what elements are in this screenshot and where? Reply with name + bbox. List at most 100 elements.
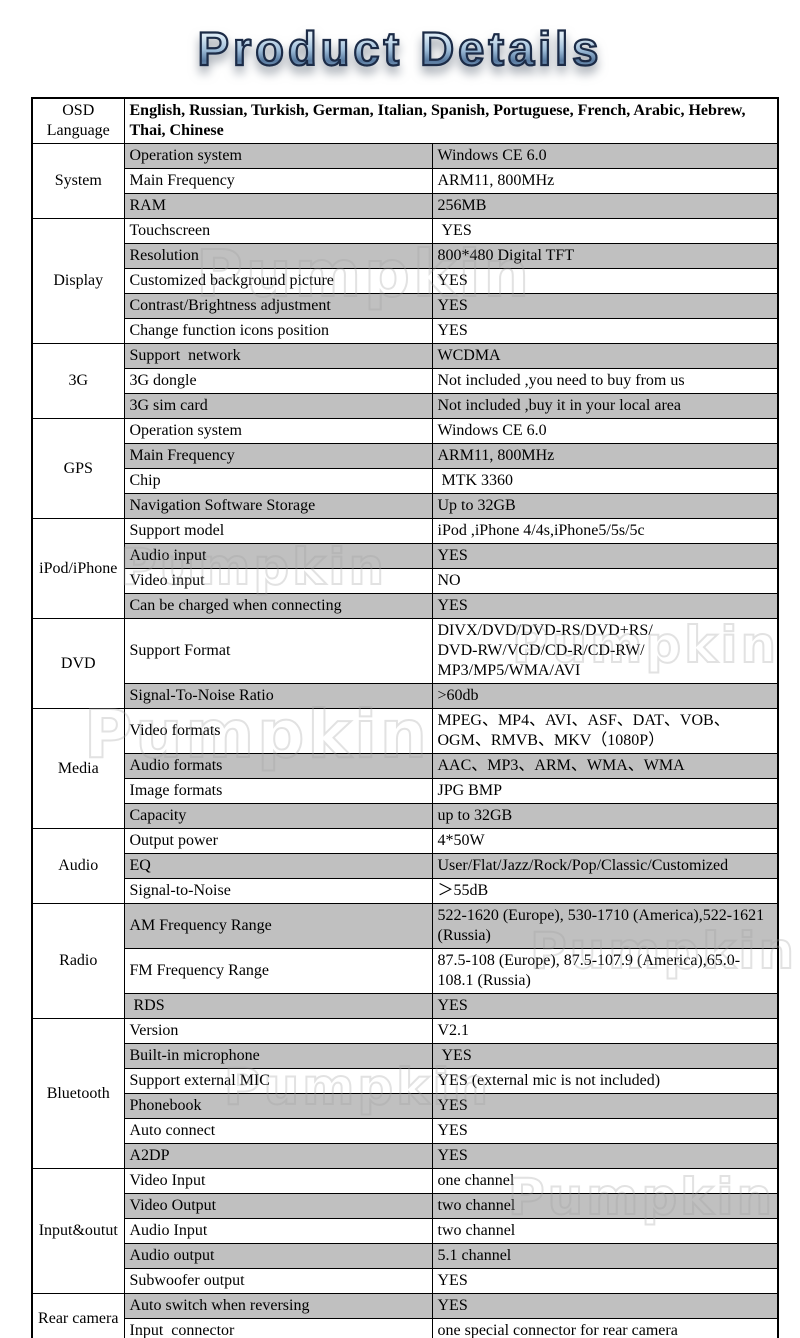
spec-value-cell: MPEG、MP4、AVI、ASF、DAT、VOB、OGM、RMVB、MKV（10… (431, 708, 779, 755)
spec-label-cell: Image formats (123, 778, 433, 805)
spec-value-cell: 256MB (431, 193, 779, 220)
table-row: 3G dongle Not included ,you need to buy f… (32, 368, 779, 395)
table-row: 3G sim card Not included ,buy it in your … (32, 393, 779, 420)
table-row: Navigation Software Storage Up to 32GB (32, 493, 779, 520)
table-row: Audio formats AAC、MP3、ARM、WMA、WMA (32, 753, 779, 780)
spec-value-cell: ARM11, 800MHz (431, 168, 779, 195)
category-cell: GPS (31, 418, 125, 520)
spec-value-cell: one channel (431, 1168, 779, 1195)
spec-label-cell: Phonebook (123, 1093, 433, 1120)
spec-label-cell: Chip (123, 468, 433, 495)
category-cell: Audio (31, 828, 125, 905)
spec-value-cell: V2.1 (431, 1018, 779, 1045)
spec-label-cell: Resolution (123, 243, 433, 270)
spec-value-cell: ＞55dB (431, 878, 779, 905)
spec-value-cell: WCDMA (431, 343, 779, 370)
table-row: Input&outut Video Input one channel (31, 1168, 779, 1295)
spec-label-cell: Main Frequency (123, 443, 433, 470)
spec-label-cell: 3G dongle (123, 368, 433, 395)
spec-label-cell: Audio output (123, 1243, 433, 1270)
table-row: OSD Language English, Russian, Turkish, G… (31, 97, 779, 145)
spec-label-cell: Can be charged when connecting (123, 593, 433, 620)
table-row: GPS Operation system Windows CE 6.0 (31, 418, 779, 520)
spec-value-cell: iPod ,iPhone 4/4s,iPhone5/5s/5c (431, 518, 779, 545)
table-row: Audio input YES (32, 543, 779, 570)
spec-value-cell: YES (431, 318, 779, 345)
spec-label-cell: A2DP (123, 1143, 433, 1170)
table-row: Image formats JPG BMP (32, 778, 779, 805)
table-row: Display Touchscreen YES (31, 218, 779, 345)
spec-value-cell: YES (431, 1118, 779, 1145)
table-row: Subwoofer output YES (32, 1268, 779, 1295)
spec-label-cell: Version (123, 1018, 433, 1045)
table-row: Resolution 800*480 Digital TFT (32, 243, 779, 270)
page-title: Product Details (0, 21, 800, 76)
table-row: DVD Support Format DIVX/DVD/DVD-RS/DVD+RS/… (31, 618, 779, 710)
category-cell: Input&outut (31, 1168, 125, 1295)
spec-value-cell: DIVX/DVD/DVD-RS/DVD+RS/ DVD-RW/VCD/CD-R/… (431, 618, 779, 685)
spec-label-cell: Video formats (123, 708, 433, 755)
spec-value-cell: JPG BMP (431, 778, 779, 805)
spec-value-cell: YES (external mic is not included) (431, 1068, 779, 1095)
table-row: Capacity up to 32GB (32, 803, 779, 830)
spec-label-cell: Output power (123, 828, 433, 855)
spec-label-cell: Signal-To-Noise Ratio (123, 683, 433, 710)
spec-label-cell: RDS (123, 993, 433, 1020)
spec-value-cell: YES (431, 993, 779, 1020)
spec-value-cell: two channel (431, 1218, 779, 1245)
spec-value-cell: MTK 3360 (431, 468, 779, 495)
spec-label-cell: 3G sim card (123, 393, 433, 420)
spec-value-cell: YES (431, 1093, 779, 1120)
spec-value-cell: NO (431, 568, 779, 595)
spec-value-cell: YES (431, 218, 779, 245)
table-row: Support external MIC YES (external mic is… (32, 1068, 779, 1095)
spec-value-cell: ARM11, 800MHz (431, 443, 779, 470)
table-row: Media Video formats MPEG、MP4、AVI、ASF、DAT、V… (31, 708, 779, 830)
spec-value-cell: YES (431, 543, 779, 570)
table-row: Audio Output power 4*50W (31, 828, 779, 905)
spec-value-cell: Windows CE 6.0 (431, 418, 779, 445)
spec-value-cell: User/Flat/Jazz/Rock/Pop/Classic/Customiz… (431, 853, 779, 880)
spec-value-cell: YES (431, 1043, 779, 1070)
category-cell: Media (31, 708, 125, 830)
category-cell: iPod/iPhone (31, 518, 125, 620)
spec-label-cell: RAM (123, 193, 433, 220)
category-cell: Radio (31, 903, 125, 1020)
table-row: Customized background picture YES (32, 268, 779, 295)
spec-value-cell: YES (431, 1143, 779, 1170)
spec-value-cell: 5.1 channel (431, 1243, 779, 1270)
table-row: Bluetooth Version V2.1 (31, 1018, 779, 1170)
category-cell: System (31, 143, 125, 220)
spec-label-cell: Built-in microphone (123, 1043, 433, 1070)
spec-value-cell: Windows CE 6.0 (431, 143, 779, 170)
spec-value-cell: one special connector for rear camera (431, 1318, 779, 1338)
spec-label-cell: Operation system (123, 418, 433, 445)
table-row: Phonebook YES (32, 1093, 779, 1120)
spec-label-cell: Audio formats (123, 753, 433, 780)
spec-label-cell: Support model (123, 518, 433, 545)
spec-label-cell: Support external MIC (123, 1068, 433, 1095)
spec-label-cell: Video Output (123, 1193, 433, 1220)
table-row: Can be charged when connecting YES (32, 593, 779, 620)
spec-value-cell: YES (431, 293, 779, 320)
spec-label-cell: Main Frequency (123, 168, 433, 195)
category-cell: Rear camera (31, 1293, 125, 1338)
product-spec-table: OSD Language English, Russian, Turkish, G… (31, 97, 780, 1338)
table-row: 3G Support network WCDMA (31, 343, 779, 420)
spec-label-cell: Touchscreen (123, 218, 433, 245)
spec-value-cell: YES (431, 268, 779, 295)
table-row: FM Frequency Range 87.5-108 (Europe), 87.… (32, 948, 779, 995)
spec-label-cell: Signal-to-Noise (123, 878, 433, 905)
table-row: EQ User/Flat/Jazz/Rock/Pop/Classic/Custom… (32, 853, 779, 880)
spec-value-cell: 522-1620 (Europe), 530-1710 (America),52… (431, 903, 779, 950)
table-row: Audio Input two channel (32, 1218, 779, 1245)
table-row: Main Frequency ARM11, 800MHz (32, 443, 779, 470)
spec-value-cell: English, Russian, Turkish, German, Itali… (123, 97, 779, 145)
spec-label-cell: Video input (123, 568, 433, 595)
table-row: iPod/iPhone Support model iPod ,iPhone 4/4… (31, 518, 779, 620)
category-cell: 3G (31, 343, 125, 420)
table-row: RDS YES (32, 993, 779, 1020)
table-row: Radio AM Frequency Range 522-1620 (Europe)… (31, 903, 779, 1020)
spec-value-cell: 800*480 Digital TFT (431, 243, 779, 270)
category-cell: OSD Language (31, 97, 125, 145)
